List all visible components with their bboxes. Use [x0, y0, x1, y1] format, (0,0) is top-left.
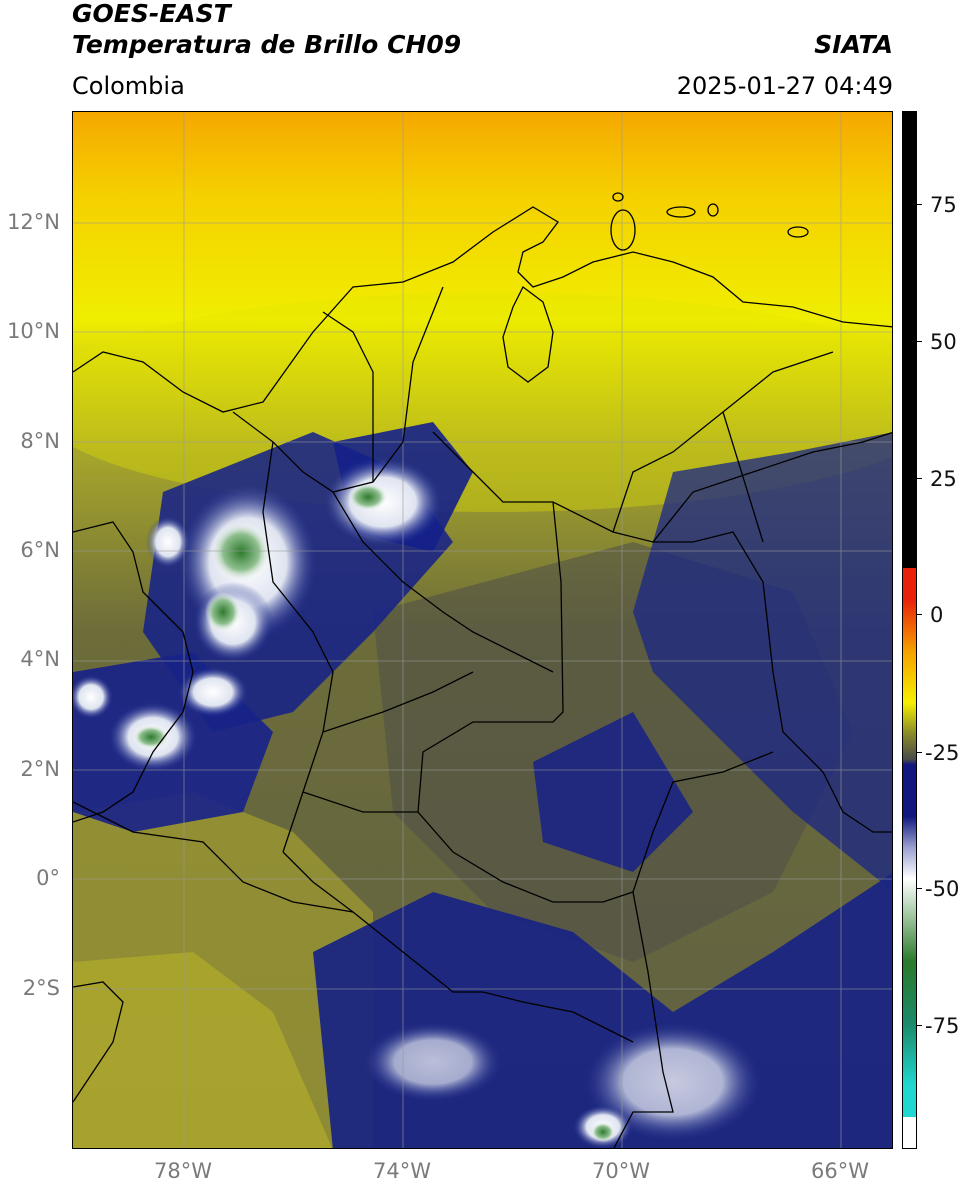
graticule	[73, 112, 892, 1148]
coastlines-borders	[73, 192, 892, 1148]
colorbar-label-minus75: -75	[925, 1014, 960, 1038]
lat-label-4n: 4°N	[20, 647, 60, 671]
source-label: SIATA	[814, 30, 893, 59]
colorbar-label-75: 75	[930, 193, 957, 217]
colorbar-label-50: 50	[930, 330, 957, 354]
colorbar-label-0: 0	[930, 603, 944, 627]
lon-label-70w: 70°W	[592, 1159, 650, 1183]
satellite-map	[72, 111, 893, 1149]
datetime-label: 2025-01-27 04:49	[676, 72, 893, 100]
colorbar	[902, 111, 917, 1149]
lat-label-0: 0°	[36, 866, 60, 890]
lat-label-10n: 10°N	[7, 319, 60, 343]
lon-label-74w: 74°W	[373, 1159, 431, 1183]
lat-label-2s: 2°S	[22, 976, 60, 1000]
colorbar-label-minus50: -50	[925, 877, 960, 901]
lat-label-12n: 12°N	[7, 210, 60, 234]
product-title: Temperatura de Brillo CH09	[72, 30, 462, 59]
lon-label-78w: 78°W	[154, 1159, 212, 1183]
lon-label-66w: 66°W	[811, 1159, 869, 1183]
cold-cloud-region-east	[633, 432, 892, 891]
map-canvas	[73, 112, 892, 1148]
lat-label-6n: 6°N	[20, 538, 60, 562]
colorbar-label-minus25: -25	[925, 741, 960, 765]
satellite-title: GOES-EAST	[72, 0, 231, 28]
region-label: Colombia	[72, 72, 185, 100]
lat-label-8n: 8°N	[20, 429, 60, 453]
colorbar-label-25: 25	[930, 467, 957, 491]
lat-label-2n: 2°N	[20, 757, 60, 781]
